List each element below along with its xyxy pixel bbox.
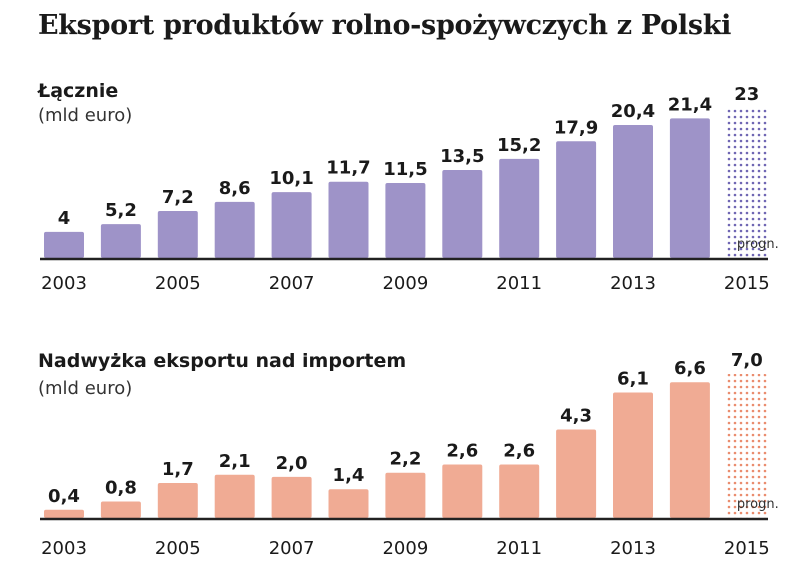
value-label-total-2014: 21,4	[668, 94, 712, 115]
x-tick-surplus-2011: 2011	[496, 538, 542, 559]
value-label-surplus-2005: 1,7	[162, 459, 194, 480]
bar-surplus-2004	[100, 501, 141, 518]
value-label-surplus-2010: 2,6	[446, 441, 478, 462]
x-tick-total-2013: 2013	[610, 273, 656, 294]
value-label-total-2011: 15,2	[497, 135, 541, 156]
x-tick-total-2007: 2007	[269, 273, 315, 294]
panel-total-unit: (mld euro)	[38, 105, 133, 126]
panel-surplus-title: Nadwyżka eksportu nad importem	[38, 350, 407, 372]
panel-surplus-unit: (mld euro)	[38, 378, 133, 399]
value-label-total-2008: 11,7	[326, 158, 370, 179]
x-tick-total-2003: 2003	[41, 273, 87, 294]
chart-title: Eksport produktów rolno-spożywczych z Po…	[38, 10, 732, 41]
bar-surplus-2003	[44, 509, 84, 518]
bar-surplus-2005	[157, 483, 198, 518]
bar-surplus-2013	[613, 392, 653, 518]
value-label-surplus-2015: 7,0	[731, 350, 763, 371]
bar-total-2004	[100, 224, 141, 258]
x-tick-surplus-2015: 2015	[724, 538, 770, 559]
value-label-surplus-2007: 2,0	[276, 453, 308, 474]
value-label-surplus-2003: 0,4	[48, 486, 80, 507]
x-tick-surplus-2009: 2009	[382, 538, 428, 559]
bar-surplus-2009	[385, 472, 426, 518]
bar-total-2009	[385, 183, 426, 258]
bar-total-forecast-2015	[726, 108, 767, 258]
bar-total-2008	[328, 181, 369, 258]
value-label-total-2010: 13,5	[440, 146, 484, 167]
value-label-surplus-2012: 4,3	[560, 406, 592, 427]
bar-total-2005	[157, 211, 198, 258]
value-label-total-2006: 8,6	[219, 178, 251, 199]
bar-surplus-2010	[442, 464, 483, 518]
x-tick-surplus-2007: 2007	[269, 538, 315, 559]
value-label-surplus-2008: 1,4	[333, 465, 365, 486]
value-label-surplus-2006: 2,1	[219, 451, 251, 472]
x-tick-total-2005: 2005	[155, 273, 201, 294]
x-tick-total-2009: 2009	[382, 273, 428, 294]
bar-surplus-2011	[499, 464, 540, 518]
value-label-total-2012: 17,9	[554, 117, 598, 138]
bar-total-2003	[44, 231, 84, 258]
x-tick-surplus-2003: 2003	[41, 538, 87, 559]
x-tick-total-2015: 2015	[724, 273, 770, 294]
value-label-surplus-2014: 6,6	[674, 358, 706, 379]
bar-surplus-2006	[214, 474, 255, 518]
value-label-surplus-2011: 2,6	[503, 441, 535, 462]
forecast-note-surplus: progn.	[737, 497, 779, 512]
value-label-surplus-2013: 6,1	[617, 369, 649, 390]
bar-surplus-2007	[271, 476, 312, 518]
bar-total-2006	[214, 201, 255, 258]
panel-total-title: Łącznie	[38, 80, 119, 102]
bar-total-2010	[442, 170, 483, 258]
bar-surplus-forecast-2015	[726, 374, 767, 518]
bar-total-2012	[556, 141, 597, 258]
value-label-surplus-2004: 0,8	[105, 478, 137, 499]
value-label-total-2004: 5,2	[105, 200, 137, 221]
bar-total-2007	[271, 192, 312, 258]
bar-total-2011	[499, 158, 540, 258]
panel-surplus-chart: 0,4 0,8 1,7 2,1 2,0 1,4 2,2 2,6 2,6 4,3 6,1 6,6 7,0 p…	[40, 350, 779, 559]
x-tick-surplus-2013: 2013	[610, 538, 656, 559]
value-label-total-2005: 7,2	[162, 187, 194, 208]
value-label-total-2013: 20,4	[611, 101, 655, 122]
value-label-surplus-2009: 2,2	[389, 449, 421, 470]
panel-total-chart: 4 5,2 7,2 8,6 10,1 11,7 11,5 13,5 15,2 17,9 20,4 21…	[40, 84, 779, 294]
value-label-total-2007: 10,1	[269, 168, 313, 189]
bar-surplus-2008	[328, 489, 369, 518]
bar-total-2013	[613, 125, 653, 258]
bar-surplus-2012	[556, 429, 597, 518]
value-label-total-2003: 4	[58, 208, 71, 229]
value-label-total-2009: 11,5	[383, 159, 427, 180]
value-label-total-2015: 23	[734, 84, 759, 105]
x-tick-total-2011: 2011	[496, 273, 542, 294]
bar-surplus-2014	[669, 382, 710, 518]
x-tick-surplus-2005: 2005	[155, 538, 201, 559]
forecast-note-total: progn.	[737, 237, 779, 252]
bar-total-2014	[669, 118, 710, 259]
